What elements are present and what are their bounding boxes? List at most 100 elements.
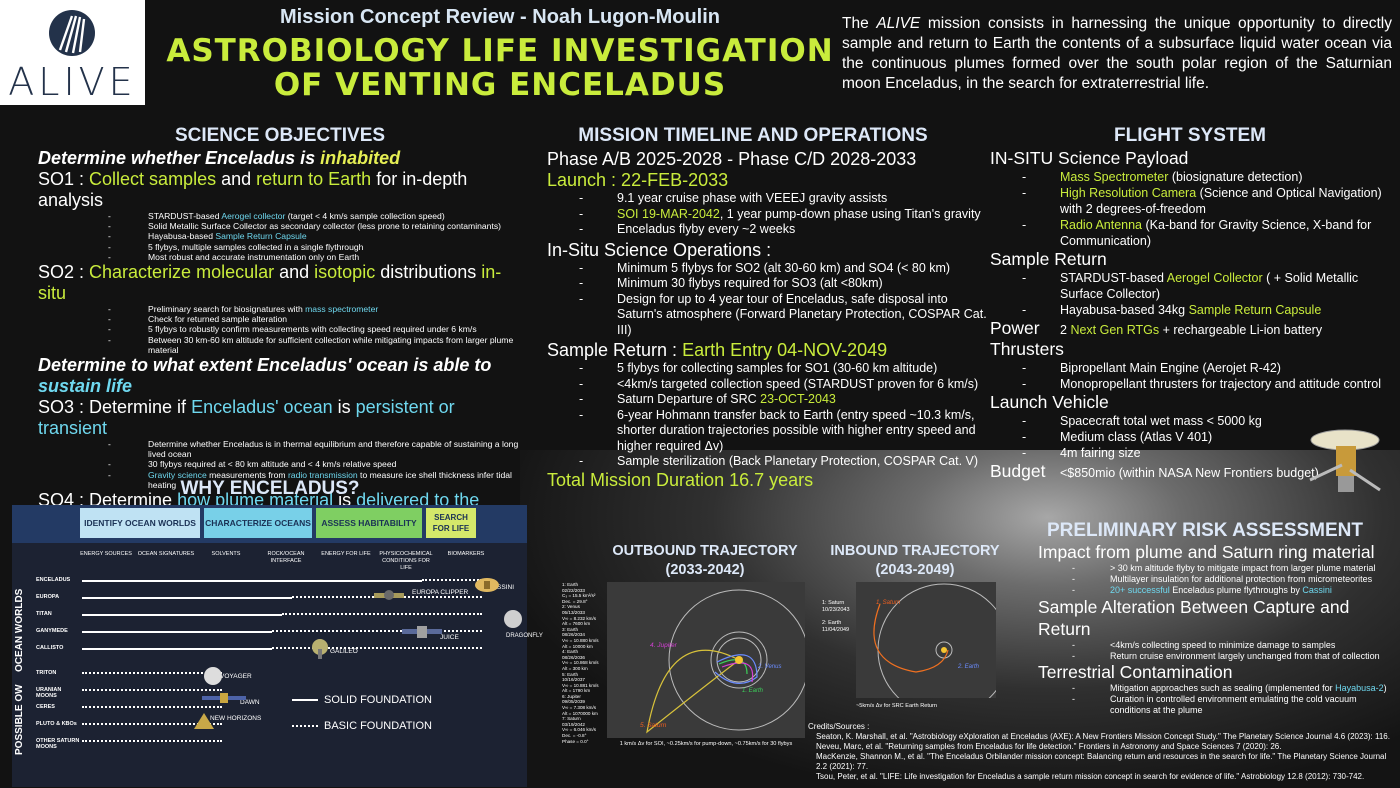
outbound-label: 2. Venus — [758, 664, 782, 670]
so3-item: 30 flybys required at < 80 km altitude a… — [38, 459, 528, 469]
outbound-event-line: V∞ = 6.046 km/s — [562, 727, 597, 733]
question-1: Determine whether Enceladus is inhabited — [38, 148, 401, 168]
so1-item: 5 flybys, multiple samples collected in … — [38, 242, 528, 252]
legend-basic: BASIC FOUNDATION — [292, 720, 432, 732]
insitu-title: In-Situ Science Operations : — [547, 239, 772, 260]
risk-item: Return cruise environment largely unchan… — [1038, 651, 1398, 662]
step-characterize: CHARACTERIZE OCEANS — [204, 508, 312, 538]
so2-item: Check for returned sample alteration — [38, 314, 528, 324]
inbound-caption: ~5km/s Δv for SRC Earth Return — [856, 703, 937, 709]
sample-return-title: Sample Return : Earth Entry 04-NOV-2049 — [547, 340, 888, 360]
chart-row-label: GANYMEDE — [36, 628, 68, 634]
sample-return-item: 5 flybys for collecting samples for SO1 … — [547, 361, 987, 377]
risk-item: Multilayer insulation for additional pro… — [1038, 574, 1398, 585]
outbound-label: 4. Jupiter — [650, 642, 677, 649]
chart-row-label: EUROPA — [36, 594, 60, 600]
thrusters-title: Thrusters — [990, 339, 1064, 359]
risk-2: Sample Alteration Between Capture and Re… — [1038, 597, 1350, 639]
outbound-event-line: 10/16/2037 — [562, 677, 585, 683]
chart-row-dots — [82, 723, 222, 725]
chart-row-label: TITAN — [36, 611, 52, 617]
chart-row-label: PLUTO & KBOs — [36, 721, 77, 727]
outbound-plot — [607, 582, 805, 738]
chart-body — [12, 543, 527, 787]
outbound-event-line: 08/26/2034 — [562, 632, 585, 638]
outbound-label: 1. Earth — [742, 688, 764, 694]
outbound-event-line: Alt = 300 km — [562, 665, 588, 671]
outbound-event-line: C₃ = 15.5 km²/s² — [562, 593, 596, 599]
outbound-event-line: V∞ = 7.308 km/s — [562, 705, 597, 711]
chart-row-label: URANIAN MOONS — [36, 687, 62, 699]
header-title: ASTROBIOLOGY LIFE INVESTIGATION OF VENTI… — [166, 33, 834, 103]
outbound-event-line: 08/26/2036 — [562, 654, 585, 660]
chart-row-bar — [82, 614, 282, 616]
group-possible-ow: POSSIBLE OW — [14, 684, 25, 756]
so2-item: Between 30 km-60 km altitude for suffici… — [38, 335, 528, 355]
timeline: Phase A/B 2025-2028 - Phase C/D 2028-203… — [547, 149, 987, 491]
power-row: Power 2 Next Gen RTGs + rechargeable Li-i… — [990, 318, 1323, 338]
mission-label: DRAGONFLY — [506, 633, 543, 639]
sample-item: Hayabusa-based 34kg Sample Return Capsul… — [990, 302, 1390, 318]
outbound-event-line: Alt = 1790 km — [562, 688, 591, 694]
step-habitability: ASSESS HABITABILITY — [316, 508, 422, 538]
outbound-event-line: Dec. = -0.8° — [562, 733, 587, 739]
chart-row-dots — [272, 630, 482, 632]
chart-row-dots — [82, 740, 222, 742]
outbound-event-line: Dec. = 29.8° — [562, 598, 588, 604]
so3: SO3 : Determine if Enceladus' ocean is p… — [38, 397, 455, 439]
chart-row-dots — [82, 706, 222, 708]
sample-return-item: Sample sterilization (Back Planetary Pro… — [547, 454, 987, 470]
chart-row-label: CALLISTO — [36, 645, 64, 651]
risk-1: Impact from plume and Saturn ring materi… — [1038, 542, 1375, 562]
chart-row-bar — [82, 631, 272, 633]
so1: SO1 : Collect samples and return to Eart… — [38, 169, 468, 210]
galileo-icon — [312, 639, 328, 659]
outbound-event-line: Alt = 1070000 km — [562, 710, 598, 716]
launch-vehicle-title: Launch Vehicle — [990, 392, 1109, 412]
payload-item: Radio Antenna (Ka-band for Gravity Scien… — [990, 217, 1390, 249]
mission-label: CASSINI — [488, 584, 515, 591]
risk-item: <4km/s collecting speed to minimize dama… — [1038, 640, 1398, 651]
so3-item: Determine whether Enceladus is in therma… — [38, 439, 528, 459]
risk-assessment: Impact from plume and Saturn ring materi… — [1038, 542, 1398, 716]
outbound-events: 1: Earth 02/22/2033 C₃ = 15.5 km²/s² Dec. =… — [562, 582, 608, 744]
question-2: Determine to what extent Enceladus' ocea… — [38, 355, 492, 397]
sample-return-item: Saturn Departure of SRC 23-OCT-2043 — [547, 392, 987, 408]
chart-column-label: ROCK/OCEAN INTERFACE — [267, 551, 305, 564]
mission-label: DAWN — [240, 699, 260, 706]
ocean-worlds-chart: IDENTIFY OCEAN WORLDS CHARACTERIZE OCEAN… — [12, 505, 543, 787]
risk-item: > 30 km altitude flyby to mitigate impac… — [1038, 563, 1398, 574]
chart-row-bar — [82, 648, 272, 650]
so3-item: Gravity science measurements from radio … — [38, 470, 528, 490]
mission-label: VOYAGER — [220, 673, 252, 680]
outbound-event-line: 09/05/2039 — [562, 699, 585, 705]
insitu-item: Minimum 30 flybys required for SO3 (alt … — [547, 276, 987, 292]
insitu-item: Minimum 5 flybys for SO2 (alt 30-60 km) … — [547, 261, 987, 277]
chart-row-dots — [82, 672, 222, 674]
chart-row-label: TRITON — [36, 670, 57, 676]
so1-item: Solid Metallic Surface Collector as seco… — [38, 221, 528, 231]
juice-icon — [402, 626, 442, 638]
so2: SO2 : Characterize molecular and isotopi… — [38, 262, 502, 304]
flight-system: IN-SITU Science Payload Mass Spectromete… — [990, 148, 1390, 482]
launch-date: Launch : 22-FEB-2033 — [547, 170, 729, 190]
mission-label: EUROPA CLIPPER — [412, 589, 469, 596]
timeline-title: MISSION TIMELINE AND OPERATIONS — [578, 125, 928, 146]
outbound-event-line: 7: Saturn — [562, 716, 581, 722]
risk-item: 20+ successful Enceladus plume flythroug… — [1038, 585, 1398, 596]
science-objectives-title: SCIENCE OBJECTIVES — [174, 125, 386, 146]
chart-column-label: ENERGY SOURCES — [80, 551, 132, 557]
inbound-events: 1: Saturn 10/23/2043 2: Earth 11/04/2049 — [822, 600, 850, 633]
europa-clipper-icon — [374, 590, 404, 600]
legend-solid: SOLID FOUNDATION — [292, 694, 432, 706]
outbound-event-line: V∞ = 10.880 km/s — [562, 637, 599, 643]
lv-item: Spacecraft total wet mass < 5000 kg — [990, 413, 1390, 429]
header-subtitle: Mission Concept Review - Noah Lugon-Moul… — [280, 6, 720, 28]
chart-row-dots — [282, 613, 482, 615]
chart-rows: ENCELADUS EUROPA TITAN GANYMEDE CALLISTO TRIT… — [30, 577, 510, 783]
so2-item: 5 flybys to robustly confirm measurement… — [38, 324, 528, 334]
chart-column-label: ENERGY FOR LIFE — [321, 551, 371, 557]
mission-label: NEW HORIZONS — [210, 715, 262, 722]
payload-title: IN-SITU Science Payload — [990, 148, 1189, 168]
payload-item: High Resolution Camera (Science and Opti… — [990, 185, 1390, 217]
